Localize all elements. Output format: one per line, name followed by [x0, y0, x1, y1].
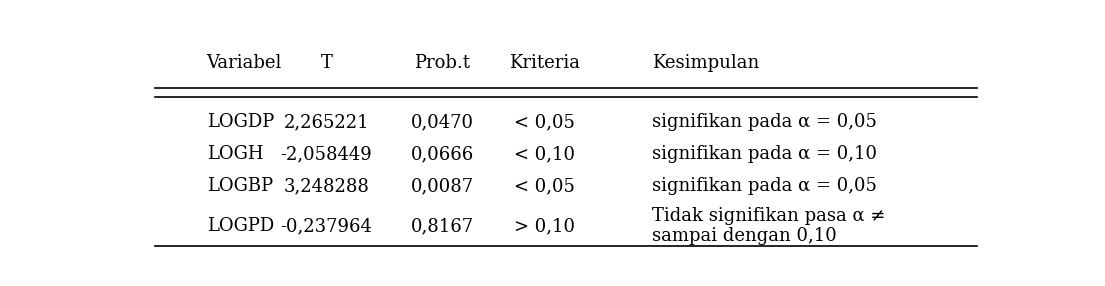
Text: 0,0087: 0,0087 — [411, 177, 474, 195]
Text: 0,0666: 0,0666 — [411, 145, 474, 163]
Text: < 0,10: < 0,10 — [515, 145, 576, 163]
Text: 0,0470: 0,0470 — [411, 114, 474, 131]
Text: Variabel: Variabel — [207, 54, 282, 72]
Text: Kesimpulan: Kesimpulan — [652, 54, 759, 72]
Text: 0,8167: 0,8167 — [411, 217, 474, 235]
Text: LOGPD: LOGPD — [207, 217, 274, 235]
Text: -2,058449: -2,058449 — [281, 145, 372, 163]
Text: < 0,05: < 0,05 — [515, 114, 576, 131]
Text: Kriteria: Kriteria — [509, 54, 580, 72]
Text: > 0,10: > 0,10 — [515, 217, 576, 235]
Text: < 0,05: < 0,05 — [515, 177, 576, 195]
Text: signifikan pada α = 0,10: signifikan pada α = 0,10 — [652, 145, 877, 163]
Text: 3,248288: 3,248288 — [284, 177, 369, 195]
Text: T: T — [320, 54, 333, 72]
Text: signifikan pada α = 0,05: signifikan pada α = 0,05 — [652, 177, 877, 195]
Text: LOGH: LOGH — [207, 145, 263, 163]
Text: signifikan pada α = 0,05: signifikan pada α = 0,05 — [652, 114, 877, 131]
Text: LOGBP: LOGBP — [207, 177, 273, 195]
Text: LOGDP: LOGDP — [207, 114, 274, 131]
Text: 2,265221: 2,265221 — [284, 114, 369, 131]
Text: Tidak signifikan pasa α ≠
sampai dengan 0,10: Tidak signifikan pasa α ≠ sampai dengan … — [652, 206, 885, 245]
Text: -0,237964: -0,237964 — [281, 217, 372, 235]
Text: Prob.t: Prob.t — [414, 54, 470, 72]
